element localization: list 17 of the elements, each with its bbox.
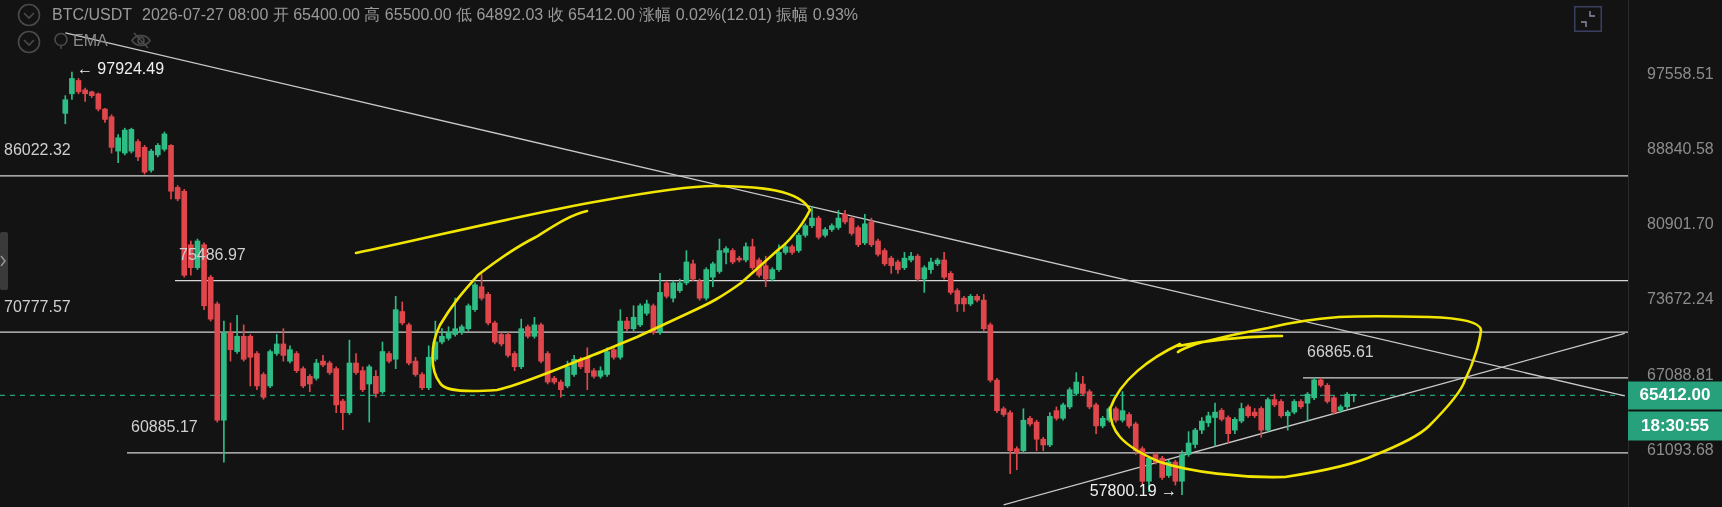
annotation: 57800.19 → [1089, 481, 1177, 499]
ref-line-label: 60885.17 [131, 418, 198, 436]
ref-line-label: 66865.61 [1307, 343, 1374, 361]
y-tick-label: 97558.51 [1647, 65, 1714, 83]
ref-line-label: 86022.32 [4, 141, 71, 159]
candlestick [1284, 410, 1291, 431]
ref-line-label: 65412.00 [1639, 385, 1711, 405]
y-tick-label: 80901.70 [1647, 215, 1714, 233]
y-tick-label: 61093.68 [1647, 440, 1714, 458]
text: 18:30:55 [1640, 416, 1710, 436]
annotation: ← 97924.49 [76, 60, 165, 78]
ref-line-label: 70777.57 [4, 297, 71, 315]
y-tick-label: 88840.58 [1647, 140, 1714, 158]
y-tick-label: 67088.81 [1647, 365, 1714, 383]
chart-subtitle: 2026-07-27 08:00 开 65400.00 高 65500.00 低 64892.03 收 65412.00 涨幅 0.02%(12.01) 振幅 0.93% [142, 6, 859, 23]
y-tick-label: 73672.24 [1647, 290, 1714, 308]
chart-title: BTC/USDT [52, 6, 132, 23]
